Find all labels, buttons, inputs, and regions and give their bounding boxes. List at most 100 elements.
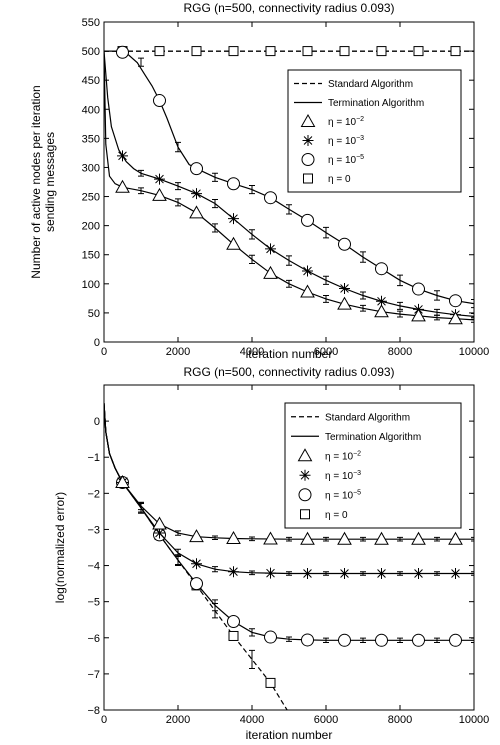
series--10-5-errorbar — [286, 636, 292, 642]
series--10-2-errorbar — [471, 536, 474, 542]
legend-label: η = 10−3 — [328, 135, 364, 147]
series--10-2-marker — [226, 530, 241, 544]
series--10-5-marker — [190, 577, 203, 591]
series--10-3-marker — [228, 566, 239, 578]
axes-frame — [103, 384, 475, 711]
legend: Standard Algorithm Termination Algorithm η… — [284, 402, 462, 529]
legend-marker-5 — [303, 173, 313, 184]
legend-box — [284, 402, 462, 529]
series--10-2-errorbar — [397, 310, 403, 318]
series--10-2-errorbar — [175, 198, 181, 207]
series--10-2-errorbar — [138, 501, 144, 511]
series--10-5-marker — [412, 282, 425, 296]
series--10-3-errorbar — [175, 182, 181, 191]
series--10-5-errorbar — [323, 226, 329, 239]
y-tick-label: 500 — [82, 46, 100, 58]
series--10-3-errorbar — [434, 571, 440, 576]
y-tick-label: 0 — [94, 337, 100, 349]
series--10-3-errorbar — [397, 571, 403, 576]
series--10-3-errorbar — [138, 169, 144, 177]
series--10-3-errorbar — [471, 571, 474, 576]
x-axis-label: iteration number — [246, 728, 333, 742]
series--10-3-errorbar — [212, 566, 218, 573]
y-tick-label: 350 — [82, 133, 100, 145]
series--10-5-marker — [227, 615, 240, 629]
y-axis-label: Number of active nodes per iteration — [29, 85, 43, 278]
legend-label: η = 10−5 — [328, 154, 364, 166]
series--10-5-errorbar — [360, 251, 366, 263]
y-tick-label: 400 — [82, 104, 100, 116]
legend-marker-4 — [298, 488, 312, 502]
series--10-5-errorbar — [471, 299, 474, 309]
series--10-2-marker — [300, 531, 315, 545]
series--10-5-marker — [153, 94, 166, 108]
series--10-3-errorbar — [397, 301, 403, 310]
series--10-2-marker — [448, 531, 463, 545]
legend-box — [287, 69, 462, 193]
series--10-2-errorbar — [360, 536, 366, 542]
series--10-2-errorbar — [138, 187, 144, 195]
series--10-5-errorbar — [249, 628, 255, 637]
series--10-3-marker — [265, 243, 276, 255]
series--10-3-marker — [376, 568, 387, 579]
series--10-5-errorbar — [212, 599, 218, 612]
legend-label: Termination Algorithm — [328, 98, 424, 109]
series--10-3-errorbar — [249, 229, 255, 240]
series--0-marker — [228, 46, 239, 57]
y-tick-label: −3 — [87, 524, 100, 536]
legend-label: Termination Algorithm — [325, 432, 421, 443]
y-tick-label: −4 — [87, 561, 100, 573]
series--10-3-marker — [376, 295, 387, 307]
series--10-2-marker — [411, 531, 426, 545]
y-tick-label: 100 — [82, 279, 100, 291]
legend-label: η = 10−3 — [325, 470, 361, 482]
series--10-3-marker — [154, 527, 165, 539]
series--10-2-errorbar — [249, 254, 255, 264]
series--10-3-marker — [191, 188, 202, 200]
series--10-2-marker — [152, 187, 167, 201]
x-tick-label: 6000 — [314, 346, 338, 358]
y-tick-label: 150 — [82, 250, 100, 262]
x-tick-label: 2000 — [166, 714, 190, 726]
y-tick-label: 250 — [82, 192, 100, 204]
series--10-5-marker — [301, 213, 314, 227]
series--10-2-marker — [189, 529, 204, 543]
series--10-2-marker — [374, 304, 389, 318]
series--10-2-marker — [337, 531, 352, 545]
legend-label: η = 0 — [325, 510, 348, 521]
series--10-3-marker — [339, 282, 350, 294]
series--10-5-marker — [264, 191, 277, 205]
legend-marker-3 — [302, 135, 314, 146]
series--10-5-errorbar — [397, 637, 403, 643]
series--10-5-marker — [412, 633, 425, 647]
series--10-3-marker — [265, 567, 276, 579]
y-tick-label: −1 — [87, 452, 100, 464]
series--10-5-errorbar — [212, 172, 218, 182]
legend-marker-5 — [300, 509, 310, 520]
series--10-2-marker — [448, 311, 463, 325]
y-tick-label: 450 — [82, 75, 100, 87]
series--10-2-errorbar — [175, 530, 181, 536]
series--10-5-errorbar — [471, 637, 474, 643]
series--10-5-marker — [449, 633, 462, 647]
legend-label: Standard Algorithm — [325, 412, 410, 423]
series--10-3-errorbar — [249, 570, 255, 576]
series--10-3-errorbar — [360, 571, 366, 576]
series--10-2-marker — [374, 531, 389, 545]
series--10-2-errorbar — [249, 536, 255, 542]
series--10-2-errorbar — [212, 223, 218, 233]
y-tick-label: 0 — [94, 416, 100, 428]
legend-label: η = 10−2 — [325, 450, 361, 462]
series--10-2-marker — [115, 179, 130, 193]
series--10-5-marker — [264, 630, 277, 644]
series--10-2-errorbar — [397, 536, 403, 542]
normalized-error-chart: RGG (n=500, connectivity radius 0.093) it… — [53, 365, 489, 742]
legend-label: Standard Algorithm — [328, 79, 413, 90]
series--10-2-marker — [411, 308, 426, 322]
series--10-5-marker — [227, 177, 240, 191]
series--10-5-marker — [338, 237, 351, 251]
y-axis-label: log(normalized error) — [53, 492, 67, 603]
legend-marker-2 — [297, 448, 313, 462]
series--10-2-errorbar — [360, 304, 366, 312]
series--10-2-errorbar — [286, 536, 292, 542]
